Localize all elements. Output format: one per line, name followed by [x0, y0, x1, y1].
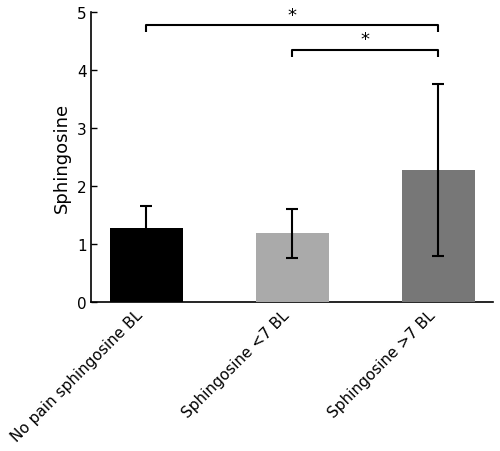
Text: *: * — [288, 6, 296, 24]
Bar — [402, 170, 475, 302]
Bar — [110, 228, 182, 302]
Y-axis label: Sphingosine: Sphingosine — [53, 103, 71, 212]
Text: *: * — [360, 32, 370, 49]
Bar — [256, 234, 328, 302]
